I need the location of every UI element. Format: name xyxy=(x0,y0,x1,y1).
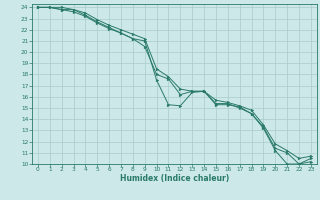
X-axis label: Humidex (Indice chaleur): Humidex (Indice chaleur) xyxy=(120,174,229,183)
